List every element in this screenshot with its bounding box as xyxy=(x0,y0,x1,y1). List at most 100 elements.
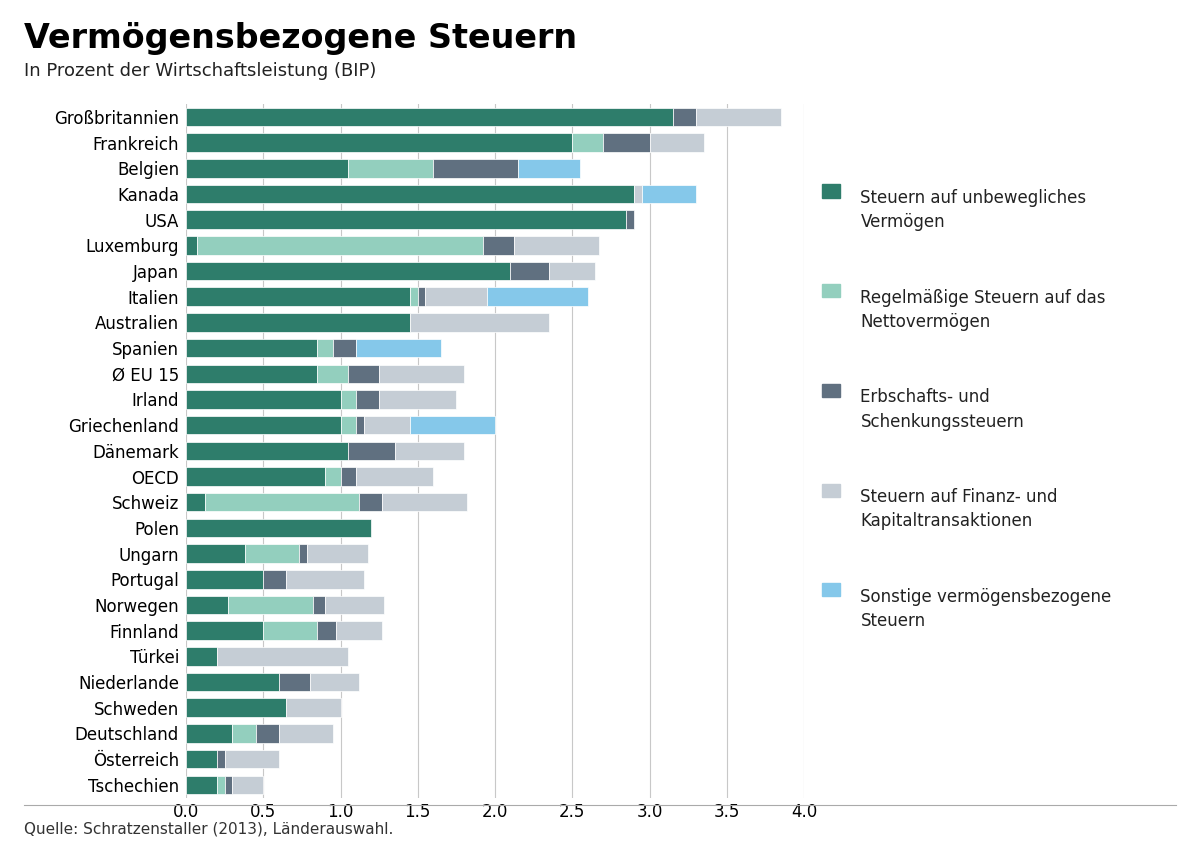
Bar xyxy=(649,134,703,152)
Bar xyxy=(256,724,278,743)
Bar xyxy=(186,364,317,383)
Bar xyxy=(364,416,410,434)
Bar xyxy=(217,750,224,768)
Bar xyxy=(634,185,642,203)
Bar xyxy=(341,467,356,486)
Bar xyxy=(336,622,383,640)
Bar xyxy=(299,544,306,563)
Bar xyxy=(233,724,256,743)
Bar xyxy=(287,699,341,717)
Bar xyxy=(325,596,384,614)
Bar xyxy=(317,339,332,357)
Bar xyxy=(325,467,341,486)
Text: Steuern auf unbewegliches: Steuern auf unbewegliches xyxy=(860,189,1086,207)
Text: Erbschafts- und: Erbschafts- und xyxy=(860,388,990,407)
Bar xyxy=(186,699,287,717)
Bar xyxy=(186,185,634,203)
Bar xyxy=(186,750,217,768)
Bar xyxy=(278,673,310,691)
Bar xyxy=(433,159,518,178)
Bar xyxy=(379,390,456,408)
Bar xyxy=(348,441,395,460)
Bar xyxy=(217,776,224,794)
Bar xyxy=(217,647,348,666)
Bar xyxy=(348,159,433,178)
Bar xyxy=(310,673,359,691)
Bar xyxy=(673,108,696,126)
Text: Vermögen: Vermögen xyxy=(860,213,946,231)
Bar xyxy=(332,339,356,357)
Bar xyxy=(550,262,595,280)
Bar xyxy=(233,776,263,794)
Bar xyxy=(186,622,263,640)
Bar xyxy=(186,544,245,563)
Bar xyxy=(186,467,325,486)
Bar xyxy=(263,622,317,640)
Bar xyxy=(186,288,410,306)
Bar xyxy=(379,364,464,383)
Text: Regelmäßige Steuern auf das: Regelmäßige Steuern auf das xyxy=(860,289,1106,307)
Text: Vermögensbezogene Steuern: Vermögensbezogene Steuern xyxy=(24,22,577,55)
Bar xyxy=(186,673,278,691)
Bar xyxy=(245,544,299,563)
Bar xyxy=(572,134,604,152)
Bar xyxy=(356,339,440,357)
Bar xyxy=(224,776,233,794)
Bar xyxy=(278,724,332,743)
Text: Quelle: Schratzenstaller (2013), Länderauswahl.: Quelle: Schratzenstaller (2013), Ländera… xyxy=(24,822,394,837)
Text: DIW BE: DIW BE xyxy=(1003,831,1066,846)
Bar xyxy=(356,390,379,408)
Bar xyxy=(186,724,233,743)
Bar xyxy=(341,416,356,434)
Bar xyxy=(317,364,348,383)
Bar xyxy=(410,288,418,306)
Bar xyxy=(604,134,649,152)
Bar xyxy=(356,416,364,434)
Bar xyxy=(186,518,372,538)
Bar xyxy=(510,262,550,280)
Text: Sonstige vermögensbezogene: Sonstige vermögensbezogene xyxy=(860,588,1111,606)
Bar xyxy=(186,647,217,666)
Bar xyxy=(410,313,550,332)
Bar xyxy=(642,185,696,203)
Bar xyxy=(186,441,348,460)
Bar xyxy=(204,493,359,512)
Bar xyxy=(186,313,410,332)
Text: In Prozent der Wirtschaftsleistung (BIP): In Prozent der Wirtschaftsleistung (BIP) xyxy=(24,62,377,81)
Bar xyxy=(186,159,348,178)
Bar xyxy=(186,493,204,512)
Text: Nettovermögen: Nettovermögen xyxy=(860,313,991,331)
Text: Steuern auf Finanz- und: Steuern auf Finanz- und xyxy=(860,488,1058,506)
Bar xyxy=(186,262,510,280)
Bar xyxy=(186,339,317,357)
Bar xyxy=(186,416,341,434)
Bar xyxy=(418,288,426,306)
Text: Steuern: Steuern xyxy=(860,612,925,630)
Bar xyxy=(359,493,383,512)
Bar xyxy=(306,544,368,563)
Bar xyxy=(186,134,572,152)
Bar xyxy=(518,159,580,178)
Bar xyxy=(228,596,313,614)
Text: Schenkungssteuern: Schenkungssteuern xyxy=(860,413,1024,431)
Bar xyxy=(383,493,467,512)
Bar xyxy=(186,211,626,229)
Bar xyxy=(410,416,496,434)
Bar xyxy=(426,288,487,306)
Bar xyxy=(348,364,379,383)
Bar xyxy=(186,108,673,126)
Bar xyxy=(186,596,228,614)
Bar xyxy=(197,236,482,255)
Bar xyxy=(626,211,634,229)
Bar xyxy=(313,596,325,614)
Bar xyxy=(287,570,364,589)
Bar xyxy=(186,570,263,589)
Polygon shape xyxy=(971,822,992,856)
Bar xyxy=(341,390,356,408)
Bar xyxy=(514,236,599,255)
Bar xyxy=(395,441,464,460)
Bar xyxy=(186,390,341,408)
Bar xyxy=(696,108,781,126)
Bar xyxy=(487,288,588,306)
Text: Kapitaltransaktionen: Kapitaltransaktionen xyxy=(860,512,1033,531)
